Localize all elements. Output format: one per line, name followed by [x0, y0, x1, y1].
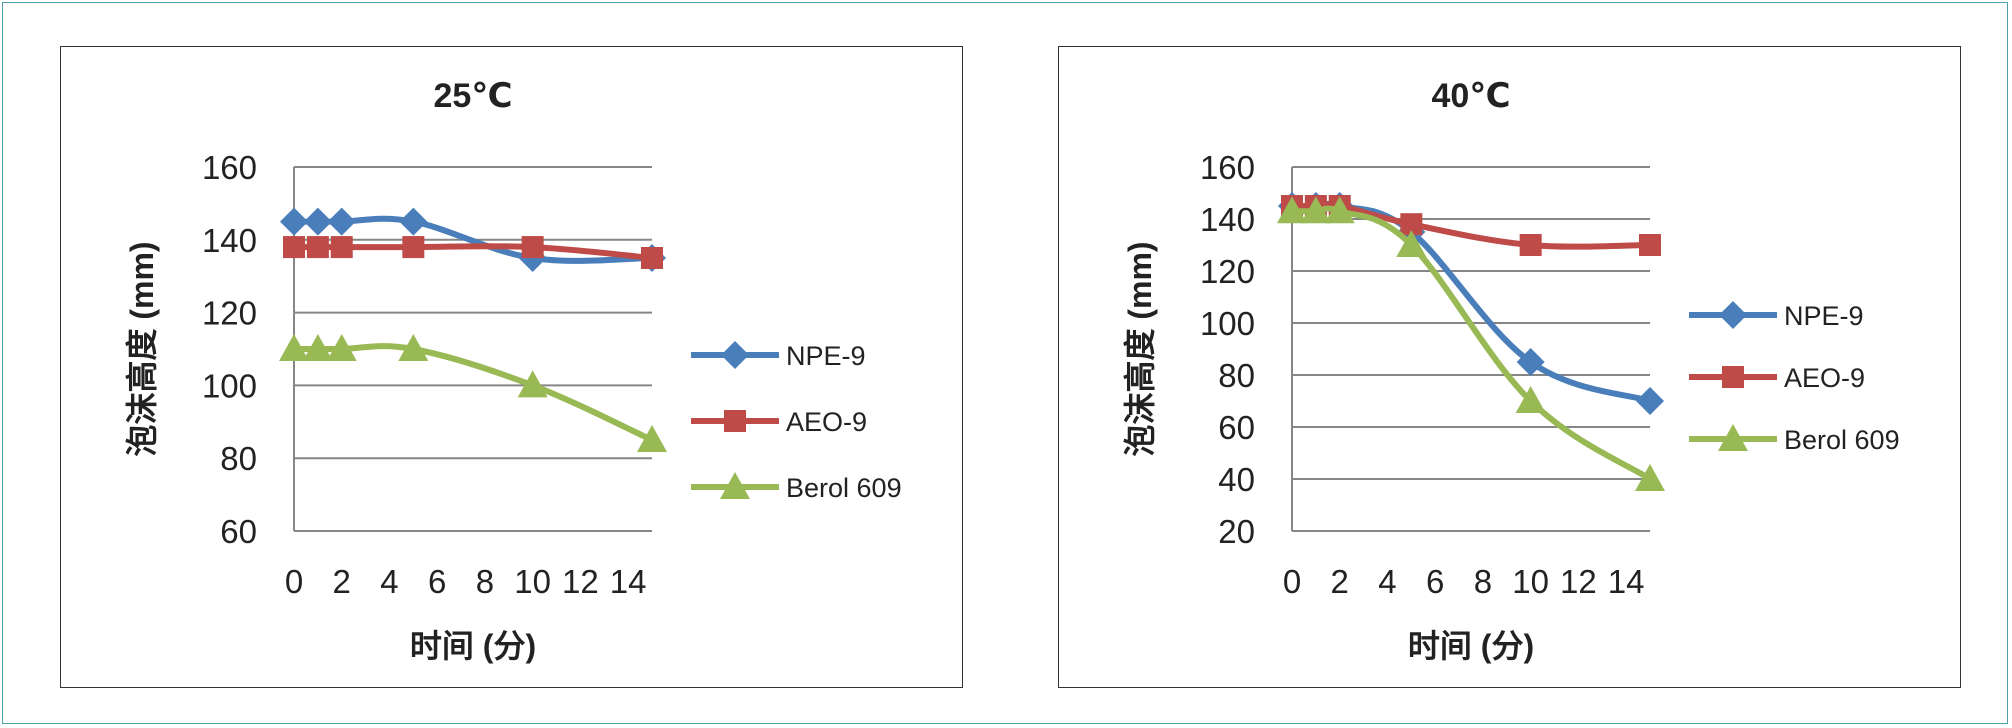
legend-item-npe-9: NPE-9	[1689, 301, 1864, 331]
data-point-berol-609	[398, 334, 429, 361]
x-tick-label: 12	[1560, 563, 1597, 600]
x-tick-label: 8	[1474, 563, 1492, 600]
legend-label: NPE-9	[786, 341, 866, 371]
legend-label: AEO-9	[1784, 363, 1865, 393]
x-tick-label: 10	[514, 563, 551, 600]
x-tick-label: 0	[285, 563, 303, 600]
data-point-berol-609	[1515, 386, 1546, 413]
legend-label: NPE-9	[1784, 301, 1864, 331]
y-tick-label: 140	[202, 222, 257, 259]
legend-marker	[721, 341, 749, 369]
legend-marker	[724, 410, 746, 432]
legend-item-aeo-9: AEO-9	[691, 407, 867, 437]
legend-item-berol-609: Berol 609	[691, 472, 902, 503]
x-tick-label: 4	[1378, 563, 1396, 600]
series-aeo-9	[283, 236, 663, 269]
x-tick-label: 6	[1426, 563, 1444, 600]
legend-item-npe-9: NPE-9	[691, 341, 866, 371]
data-point-aeo-9	[1519, 234, 1542, 256]
legend-label: AEO-9	[786, 407, 867, 437]
y-axis-label: 泡沫高度 (mm)	[1122, 241, 1158, 456]
x-axis-ticks: 0 2 4 6 8 10 12 14	[1283, 563, 1645, 600]
series-berol-609	[279, 334, 667, 452]
data-point-aeo-9	[521, 236, 544, 259]
chart-panel-25c: 25℃ 60 80 100 120 140 160 0 2 4 6 8 10 12 14 时间 (分) 泡沫高度…	[60, 46, 963, 688]
data-point-berol-609	[517, 370, 548, 398]
data-point-berol-609	[1277, 196, 1307, 224]
data-point-berol-609	[637, 425, 667, 452]
legend-marker	[1719, 301, 1747, 329]
legend-marker	[1722, 366, 1744, 388]
data-point-aeo-9	[641, 247, 663, 269]
y-axis-ticks: 20 40 60 80 100 120 140 160	[1200, 149, 1255, 550]
y-tick-label: 120	[1200, 253, 1255, 290]
x-tick-label: 6	[428, 563, 446, 600]
x-axis-label: 时间 (分)	[410, 628, 536, 664]
y-tick-label: 60	[1218, 409, 1255, 446]
x-tick-label: 2	[1331, 563, 1349, 600]
chart-title: 25℃	[434, 77, 513, 115]
data-point-npe-9	[327, 207, 356, 236]
legend-marker	[720, 472, 750, 499]
data-point-npe-9	[1516, 348, 1545, 376]
data-point-berol-609	[1396, 230, 1427, 257]
data-point-npe-9	[303, 207, 332, 236]
data-point-berol-609	[1635, 464, 1665, 491]
y-tick-label: 80	[220, 440, 257, 477]
chart-25c: 25℃ 60 80 100 120 140 160 0 2 4 6 8 10 12 14 时间 (分) 泡沫高度…	[124, 77, 902, 664]
data-point-npe-9	[399, 207, 428, 236]
series-npe-9	[1278, 192, 1664, 415]
data-point-aeo-9	[330, 236, 353, 259]
data-point-npe-9	[280, 207, 308, 236]
legend-item-berol-609: Berol 609	[1689, 424, 1900, 455]
y-tick-label: 160	[1200, 149, 1255, 186]
y-tick-label: 160	[202, 149, 257, 186]
data-point-berol-609	[326, 334, 357, 361]
y-tick-label: 80	[1218, 357, 1255, 394]
y-tick-label: 140	[1200, 201, 1255, 238]
x-tick-label: 14	[1608, 563, 1645, 600]
x-tick-label: 8	[476, 563, 494, 600]
data-point-aeo-9	[402, 236, 425, 259]
legend-marker	[1718, 424, 1748, 451]
y-tick-label: 120	[202, 295, 257, 332]
data-point-berol-609	[279, 334, 309, 361]
x-tick-label: 10	[1512, 563, 1549, 600]
y-tick-label: 100	[1200, 305, 1255, 342]
data-point-berol-609	[302, 334, 333, 361]
x-tick-label: 12	[562, 563, 599, 600]
data-point-berol-609	[1324, 196, 1355, 224]
chart-panel-40c: 40℃ 20 40 60 80 100 120 140 160 0 2 4 6 8 10 12 14 时间 (分)…	[1058, 46, 1961, 688]
x-axis-ticks: 0 2 4 6 8 10 12 14	[285, 563, 647, 600]
legend-item-aeo-9: AEO-9	[1689, 363, 1865, 393]
chart-title: 40℃	[1432, 77, 1511, 115]
chart-40c: 40℃ 20 40 60 80 100 120 140 160 0 2 4 6 8 10 12 14 时间 (分)…	[1122, 77, 1900, 664]
data-point-aeo-9	[306, 236, 329, 259]
y-axis-ticks: 60 80 100 120 140 160	[202, 149, 257, 550]
data-point-berol-609	[1300, 196, 1331, 224]
y-tick-label: 100	[202, 367, 257, 404]
data-point-aeo-9	[1639, 234, 1661, 256]
y-tick-label: 20	[1218, 513, 1255, 550]
data-point-aeo-9	[1400, 213, 1423, 236]
x-tick-label: 2	[333, 563, 351, 600]
data-point-npe-9	[1636, 387, 1664, 415]
legend-label: Berol 609	[786, 473, 902, 503]
y-tick-label: 40	[1218, 461, 1255, 498]
legend: NPE-9 AEO-9 Berol 609	[691, 341, 902, 503]
data-point-aeo-9	[283, 236, 305, 259]
x-axis-label: 时间 (分)	[1408, 628, 1534, 664]
y-tick-label: 60	[220, 513, 257, 550]
series-berol-609	[1277, 196, 1665, 491]
x-tick-label: 14	[610, 563, 647, 600]
legend-label: Berol 609	[1784, 425, 1900, 455]
y-axis-label: 泡沫高度 (mm)	[124, 241, 160, 456]
x-tick-label: 4	[380, 563, 398, 600]
x-tick-label: 0	[1283, 563, 1301, 600]
legend: NPE-9 AEO-9 Berol 609	[1689, 301, 1900, 455]
